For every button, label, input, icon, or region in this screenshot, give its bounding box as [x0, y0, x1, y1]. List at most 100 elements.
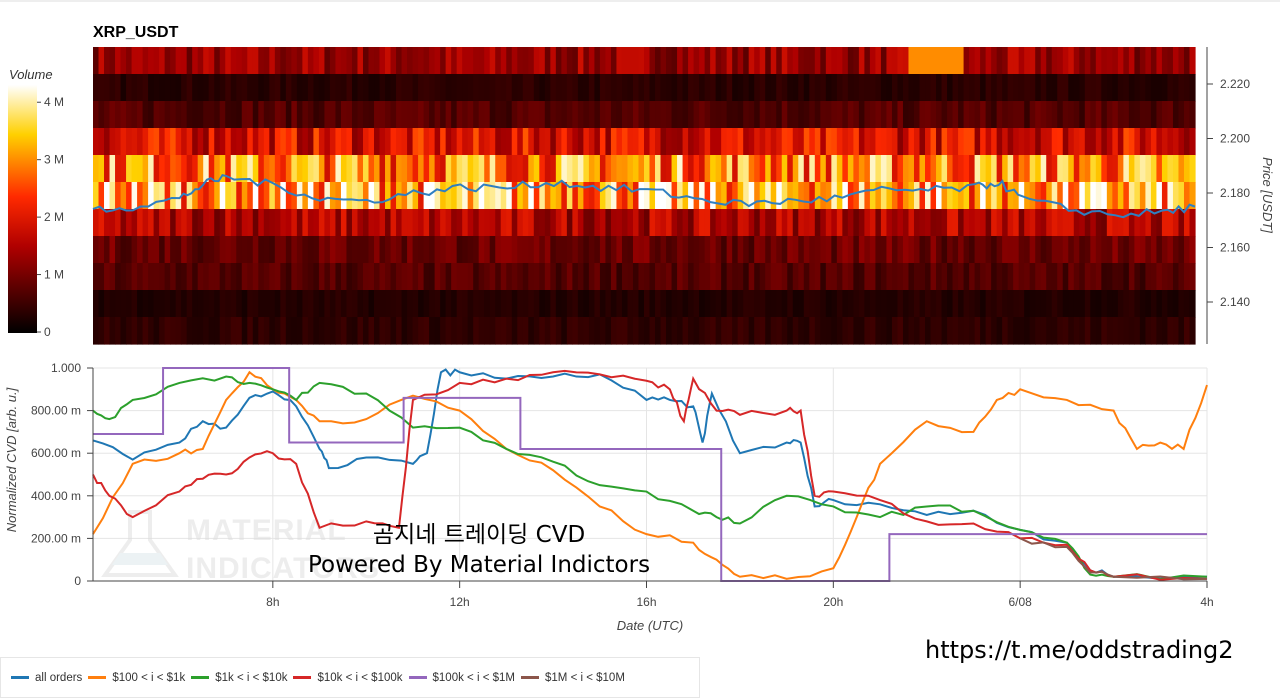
- heatmap-cell: [616, 128, 623, 156]
- heatmap-cell: [1051, 74, 1058, 102]
- heatmap-cell: [781, 263, 788, 291]
- heatmap-cell: [886, 209, 893, 237]
- heatmap-cell: [418, 236, 425, 264]
- heatmap-cell: [225, 263, 232, 291]
- heatmap-cell: [1183, 128, 1191, 156]
- heatmap-cell: [142, 47, 149, 75]
- legend-item[interactable]: $1M < i < $10M: [521, 672, 625, 684]
- heatmap-cell: [263, 101, 270, 129]
- heatmap-cell: [1035, 101, 1042, 129]
- heatmap-cell: [908, 317, 915, 345]
- heatmap-cell: [346, 74, 353, 102]
- heatmap-cell: [500, 290, 507, 318]
- heatmap-cell: [853, 317, 860, 345]
- heatmap-cell: [666, 47, 673, 75]
- heatmap-cell: [1183, 47, 1191, 75]
- heatmap-cell: [462, 209, 469, 237]
- heatmap-cell: [737, 209, 744, 237]
- heatmap-cell: [875, 47, 882, 75]
- heatmap-cell: [847, 263, 854, 291]
- heatmap-cell: [1106, 74, 1113, 102]
- heatmap-cell: [925, 155, 932, 183]
- legend-item[interactable]: all orders: [11, 672, 82, 684]
- heatmap-cell: [109, 236, 116, 264]
- heatmap-cell: [181, 236, 188, 264]
- heatmap-cell: [357, 128, 364, 156]
- heatmap-cell: [186, 101, 193, 129]
- heatmap-cell: [1007, 47, 1014, 75]
- heatmap-cell: [346, 128, 353, 156]
- heatmap-cell: [572, 155, 579, 183]
- heatmap-cell: [1046, 209, 1053, 237]
- heatmap-cell: [456, 101, 463, 129]
- heatmap-cell: [974, 101, 981, 129]
- heatmap-cell: [181, 317, 188, 345]
- heatmap-cell: [1161, 209, 1169, 237]
- heatmap-cell: [814, 182, 821, 210]
- heatmap-cell: [340, 182, 348, 210]
- heatmap-cell: [897, 101, 904, 129]
- heatmap-cell: [280, 47, 287, 75]
- heatmap-cell: [555, 128, 562, 156]
- legend-item[interactable]: $10k < i < $100k: [293, 672, 403, 684]
- heatmap-cell: [864, 263, 871, 291]
- heatmap-cell: [952, 290, 959, 318]
- heatmap-cell: [159, 182, 166, 210]
- legend-item[interactable]: $1k < i < $10k: [191, 672, 287, 684]
- heatmap-cell: [621, 290, 629, 318]
- heatmap-cell: [1123, 182, 1130, 210]
- heatmap-cell: [1035, 263, 1042, 291]
- heatmap-cell: [715, 209, 722, 237]
- heatmap-cell: [192, 128, 199, 156]
- heatmap-cell: [484, 209, 491, 237]
- heatmap-cell: [302, 128, 309, 156]
- heatmap-cell: [583, 74, 590, 102]
- heatmap-cell: [440, 101, 447, 129]
- heatmap-cell: [478, 317, 485, 345]
- heatmap-cell: [489, 317, 496, 345]
- heatmap-cell: [980, 236, 987, 264]
- heatmap-cell: [175, 290, 182, 318]
- telegram-link[interactable]: https://t.me/oddstrading2: [925, 636, 1234, 664]
- heatmap-cell: [93, 182, 100, 210]
- heatmap-cell: [605, 74, 612, 102]
- heatmap-cell: [296, 209, 303, 237]
- heatmap-cell: [434, 74, 441, 102]
- heatmap-cell: [610, 290, 618, 318]
- heatmap-cell: [456, 263, 463, 291]
- heatmap-cell: [925, 128, 932, 156]
- heatmap-cell: [511, 290, 518, 318]
- heatmap-cell: [296, 47, 303, 75]
- heatmap-cell: [1167, 236, 1174, 264]
- heatmap-cell: [1035, 317, 1042, 345]
- heatmap-cell: [974, 236, 981, 264]
- heatmap-cell: [1189, 155, 1196, 183]
- legend-item[interactable]: $100k < i < $1M: [408, 672, 515, 684]
- heatmap-cell: [1101, 74, 1108, 102]
- legend-item[interactable]: $100 < i < $1k: [88, 672, 185, 684]
- heatmap-cell: [803, 290, 810, 318]
- heatmap-cell: [522, 290, 529, 318]
- heatmap-cell: [396, 47, 403, 75]
- heatmap-cell: [627, 317, 634, 345]
- heatmap-cell: [836, 47, 843, 75]
- heatmap-cell: [985, 317, 992, 345]
- heatmap-cell: [666, 128, 673, 156]
- heatmap-cell: [1062, 236, 1069, 264]
- heatmap-cell: [225, 155, 232, 183]
- heatmap-cell: [825, 155, 832, 183]
- heatmap-cell: [533, 317, 540, 345]
- heatmap-cell: [677, 155, 684, 183]
- heatmap-cell: [842, 317, 849, 345]
- svg-text:MATERIAL: MATERIAL: [186, 514, 347, 547]
- heatmap-cell: [137, 101, 144, 129]
- heatmap-cell: [996, 74, 1003, 102]
- heatmap-cell: [1051, 128, 1058, 156]
- heatmap-cell: [930, 290, 937, 318]
- heatmap-cell: [1101, 263, 1108, 291]
- heatmap-cell: [1183, 182, 1191, 210]
- heatmap-cell: [407, 263, 414, 291]
- heatmap-cell: [759, 47, 766, 75]
- heatmap-cell: [974, 47, 981, 75]
- heatmap-cell: [462, 155, 469, 183]
